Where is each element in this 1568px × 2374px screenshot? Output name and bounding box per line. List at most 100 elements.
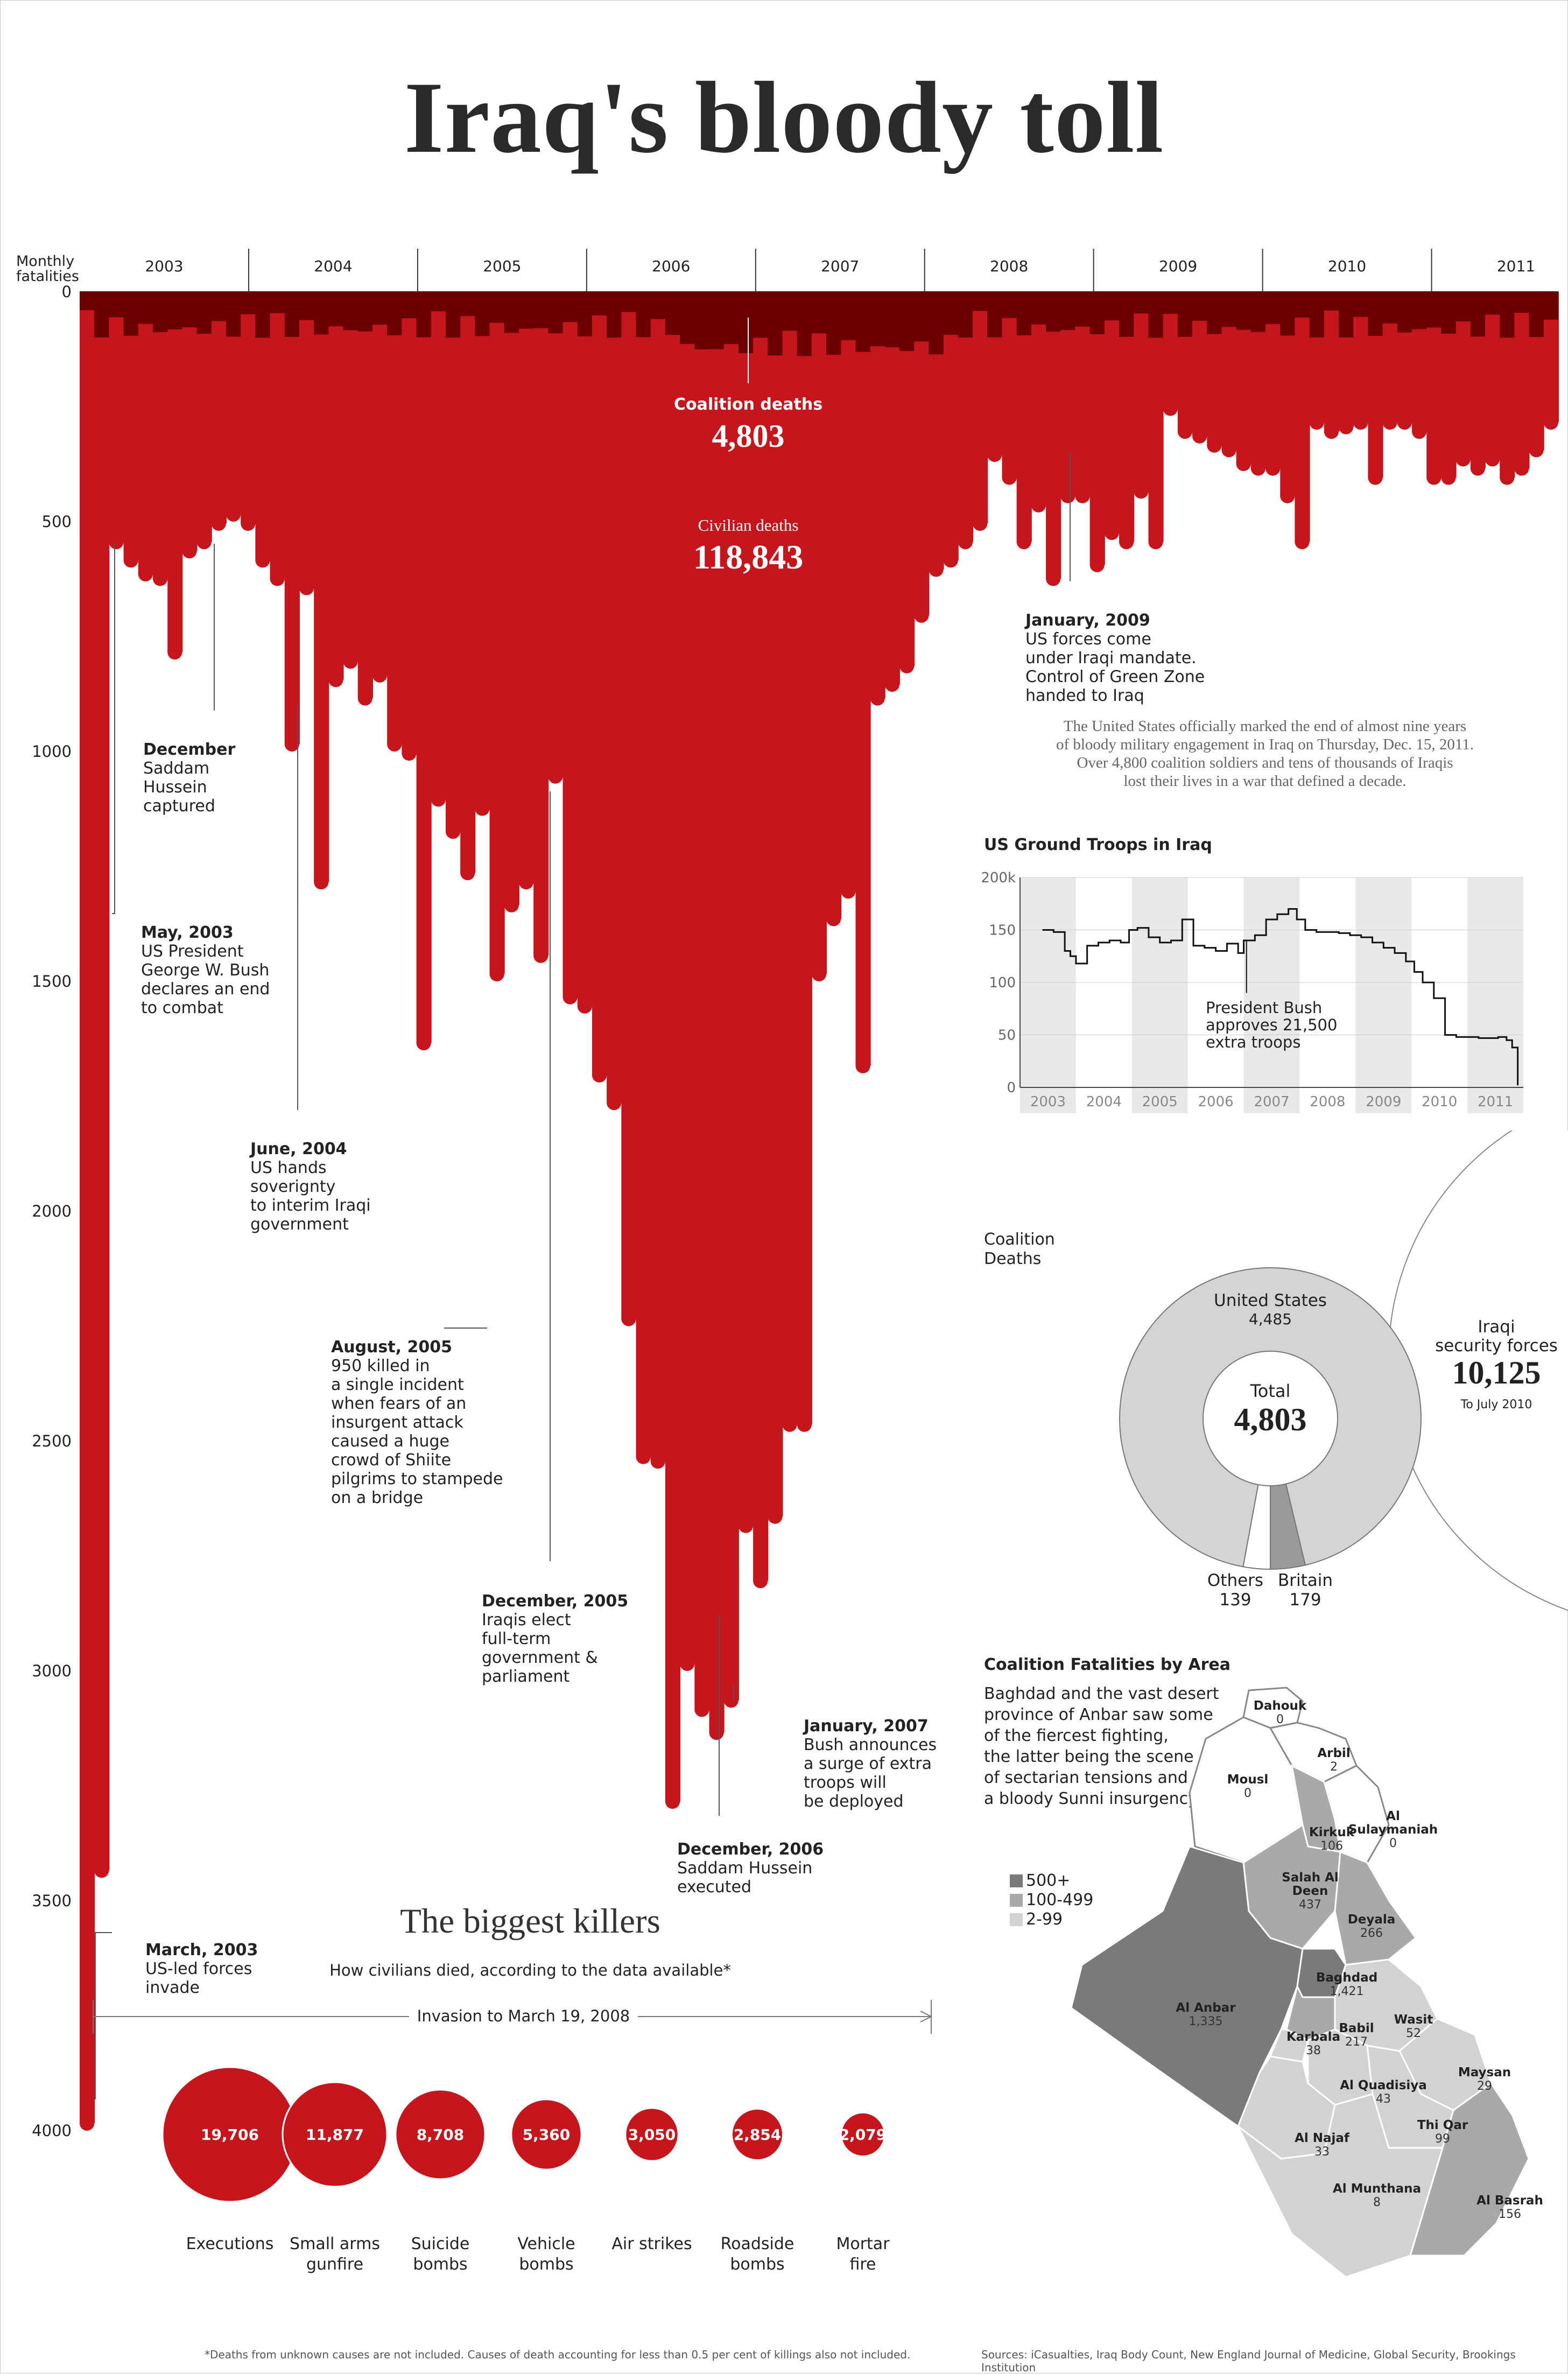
legend-500plus: 500+ [1010, 1871, 1070, 1890]
killers-title: The biggest killers [400, 1902, 660, 1941]
civilian-bar [548, 292, 564, 777]
troops-chart: 2003 2004 2005 2006 2007 2008 2009 2010 2011 0 50 1… [981, 870, 1523, 1113]
civilian-drip [182, 544, 197, 559]
civilian-drip [1397, 415, 1412, 430]
civilian-drip [226, 507, 241, 522]
bubble-value: 8,708 [417, 2126, 465, 2144]
bubble-value: 3,050 [628, 2126, 676, 2144]
civilian-drip [372, 668, 388, 683]
civilian-bar [504, 292, 519, 905]
civilian-bar [402, 292, 417, 754]
civilian-drip [665, 1794, 680, 1809]
civilian-drip [1412, 424, 1427, 439]
region-anbar [1070, 1845, 1304, 2128]
civilian-bar [650, 292, 666, 1462]
civilian-drip [1089, 557, 1105, 572]
year-band-footer [1187, 1087, 1244, 1113]
year-label-2003: 2003 [145, 257, 184, 275]
troops-line [1042, 908, 1519, 1086]
civilian-drip [1104, 525, 1120, 540]
civilian-drip [548, 769, 563, 784]
year-label-2009: 2009 [1158, 257, 1198, 275]
map-label-maysan: Maysan 29 [1458, 2066, 1511, 2094]
civilian-drip [958, 535, 973, 550]
civilian-drip [1514, 461, 1529, 476]
annotation-january-2007: January, 2007 Bush announces a surge of e… [804, 1717, 937, 1811]
troops-year-label: 2011 [1478, 1094, 1513, 1110]
y-tick-1000: 1000 [32, 742, 72, 761]
civilian-bar [738, 292, 754, 1526]
coalition-deaths-label: Coalition deaths [673, 395, 823, 414]
civilian-drip [914, 608, 929, 623]
civilian-bar [431, 292, 446, 799]
civilian-bar [1104, 292, 1120, 533]
civilian-drip [284, 736, 299, 751]
civilian-drip [1368, 470, 1383, 485]
civilian-drip [709, 1725, 724, 1740]
map-label-wasit: Wasit 52 [1394, 2013, 1433, 2041]
civilian-bar [884, 292, 901, 685]
civilian-drip [518, 875, 534, 890]
legend-2-99: 2-99 [1010, 1910, 1063, 1929]
footnote: *Deaths from unknown causes are not incl… [205, 2348, 911, 2361]
civilian-drip [1485, 452, 1500, 467]
map-label-kirkuk: Kirkuk 106 [1309, 1825, 1354, 1853]
civilian-bar [709, 292, 725, 1733]
killer-label-6: Mortar fire [836, 2235, 890, 2274]
map-label-al-quadisiya: Al Quadisiya 43 [1340, 2078, 1427, 2106]
civilian-bar [636, 292, 651, 1457]
map-label-dahouk: Dahouk 0 [1253, 1699, 1307, 1727]
civilian-drip [1339, 419, 1354, 434]
civilian-bar [680, 292, 695, 1664]
civilian-drip [460, 865, 475, 881]
civilian-drip [1529, 443, 1544, 458]
civilian-drip [489, 966, 504, 981]
y-tick-0: 0 [61, 283, 72, 301]
troops-y-tick: 100 [989, 975, 1016, 991]
civilian-deaths-label: Civilian deaths [698, 516, 799, 535]
civilian-drip [1221, 443, 1236, 458]
civilian-bar [607, 292, 622, 1103]
civilian-drip [621, 1311, 636, 1326]
civilian-drip [1426, 470, 1442, 485]
civilian-bar [811, 292, 827, 974]
civilian-drip [1046, 571, 1061, 586]
civilian-drip [255, 553, 270, 568]
killer-label-2: Suicide bombs [411, 2235, 470, 2274]
pie-hole [1203, 1351, 1338, 1486]
troops-year-label: 2010 [1422, 1094, 1457, 1110]
civilian-drip [797, 1417, 812, 1432]
civilian-drip [1250, 461, 1266, 476]
pie-label-others: Others 139 [1207, 1571, 1264, 1610]
annotation-august-2005: August, 2005 950 killed in a single incid… [331, 1338, 503, 1507]
civilian-bar [94, 292, 110, 1871]
page-title: Iraq's bloody toll [404, 61, 1164, 174]
civilian-drip [607, 1095, 622, 1111]
killer-label-4: Air strikes [611, 2235, 692, 2253]
killers-bubbles: 19,706 11,877 8,708 5,360 3,050 2,854 2,079 [161, 2066, 887, 2203]
civilian-drip [1134, 484, 1149, 499]
civilian-bar [855, 292, 871, 1066]
civilian-drip [343, 654, 358, 669]
bubble-4 [624, 2107, 679, 2162]
period-arrow [93, 2000, 933, 2034]
civilian-bar [533, 292, 549, 956]
sources: Sources: iCasualties, Iraq Body Count, N… [981, 2348, 1516, 2374]
civilian-drip [387, 736, 402, 751]
civilian-bar [1324, 292, 1340, 432]
civilian-drip [1456, 452, 1471, 467]
civilian-drip [650, 1454, 665, 1469]
civilian-bar [694, 292, 710, 1710]
civilian-drip [753, 1574, 768, 1589]
troops-year-label: 2003 [1030, 1094, 1066, 1110]
civilian-drip [357, 691, 372, 706]
civilian-drip [1119, 535, 1134, 550]
civilian-drip [782, 1417, 797, 1432]
annotation-june-2004: June, 2004 US hands soverignty to interim… [250, 1140, 371, 1234]
civilian-bar [387, 292, 403, 744]
troops-year-label: 2006 [1198, 1094, 1234, 1110]
civilian-drip [270, 571, 285, 586]
annotation-may-2003: May, 2003 US President George W. Bush dec… [141, 923, 270, 1017]
civilian-bar [241, 292, 256, 524]
